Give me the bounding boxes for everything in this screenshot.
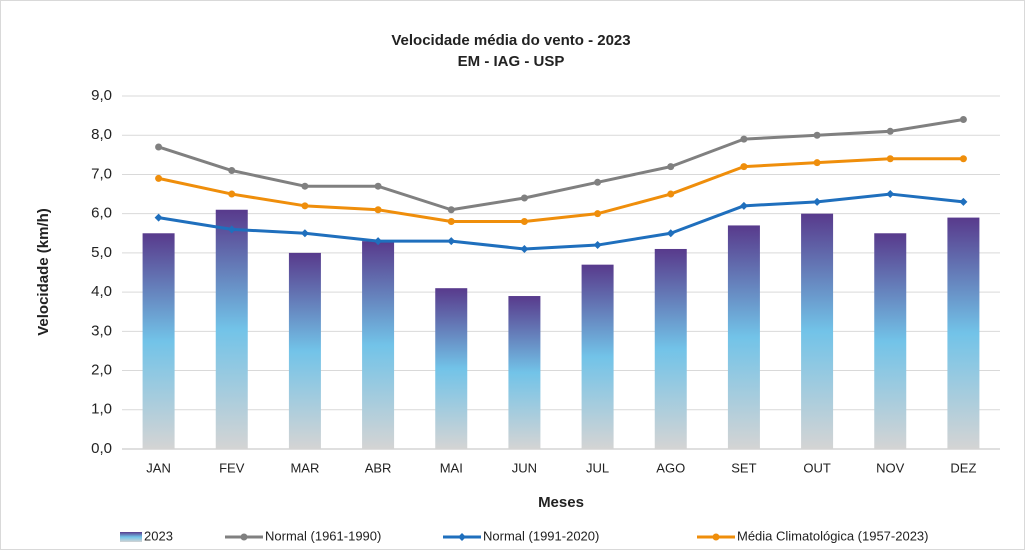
marker bbox=[155, 143, 163, 151]
x-tick-label: ABR bbox=[365, 460, 392, 475]
marker bbox=[228, 190, 236, 198]
marker bbox=[886, 127, 894, 135]
x-tick-label: MAR bbox=[290, 460, 319, 475]
marker bbox=[447, 206, 455, 214]
x-tick-label: AGO bbox=[656, 460, 685, 475]
marker bbox=[154, 213, 163, 222]
legend-label: Normal (1991-2020) bbox=[483, 528, 599, 543]
marker bbox=[520, 194, 528, 202]
y-tick-label: 9,0 bbox=[91, 87, 112, 104]
bar bbox=[801, 213, 834, 449]
y-axis-title: Velocidade (km/h) bbox=[35, 208, 52, 336]
y-tick-label: 6,0 bbox=[91, 205, 112, 222]
x-tick-label: DEZ bbox=[950, 460, 976, 475]
x-tick-label: JUL bbox=[586, 460, 609, 475]
marker bbox=[959, 116, 967, 124]
legend-swatch bbox=[120, 532, 142, 542]
marker bbox=[813, 131, 821, 139]
x-tick-label: JUN bbox=[512, 460, 537, 475]
y-tick-label: 0,0 bbox=[91, 440, 112, 457]
legend-marker bbox=[240, 533, 248, 541]
legend-label: Normal (1961-1990) bbox=[265, 528, 381, 543]
legend-label: Média Climatológica (1957-2023) bbox=[737, 528, 929, 543]
marker bbox=[666, 229, 675, 238]
y-tick-label: 2,0 bbox=[91, 362, 112, 379]
marker bbox=[667, 190, 675, 198]
marker bbox=[594, 178, 602, 186]
bar bbox=[142, 233, 175, 449]
marker bbox=[374, 237, 383, 246]
bar bbox=[727, 225, 760, 449]
marker bbox=[228, 167, 236, 175]
y-tick-label: 7,0 bbox=[91, 165, 112, 182]
bar bbox=[435, 288, 468, 449]
bar bbox=[654, 248, 687, 449]
line bbox=[158, 118, 964, 212]
marker bbox=[813, 159, 821, 167]
bar bbox=[362, 241, 395, 449]
marker bbox=[959, 155, 967, 163]
x-tick-label: MAI bbox=[440, 460, 463, 475]
marker bbox=[300, 229, 309, 238]
marker bbox=[886, 155, 894, 163]
x-axis-title: Meses bbox=[538, 494, 584, 511]
marker bbox=[813, 197, 822, 206]
y-tick-label: 3,0 bbox=[91, 322, 112, 339]
marker bbox=[959, 197, 968, 206]
chart-title: Velocidade média do vento - 2023 bbox=[391, 32, 630, 49]
marker bbox=[301, 182, 309, 190]
marker bbox=[447, 237, 456, 246]
y-tick-label: 1,0 bbox=[91, 401, 112, 418]
x-tick-label: FEV bbox=[219, 460, 245, 475]
chart-subtitle: EM - IAG - USP bbox=[458, 53, 565, 70]
y-tick-label: 4,0 bbox=[91, 283, 112, 300]
marker bbox=[520, 244, 529, 253]
x-tick-label: SET bbox=[731, 460, 756, 475]
marker bbox=[374, 182, 382, 190]
marker bbox=[886, 190, 895, 199]
x-tick-label: OUT bbox=[803, 460, 831, 475]
y-tick-label: 5,0 bbox=[91, 244, 112, 261]
legend-marker bbox=[458, 533, 466, 541]
marker bbox=[594, 210, 602, 218]
marker bbox=[667, 163, 675, 171]
line bbox=[158, 157, 964, 224]
bar bbox=[215, 209, 248, 449]
line bbox=[158, 192, 964, 251]
marker bbox=[520, 218, 528, 226]
x-tick-label: NOV bbox=[876, 460, 905, 475]
marker bbox=[593, 241, 602, 250]
y-tick-label: 8,0 bbox=[91, 126, 112, 143]
marker bbox=[740, 135, 748, 143]
marker bbox=[155, 174, 163, 182]
marker bbox=[374, 206, 382, 214]
bar bbox=[874, 233, 907, 449]
marker bbox=[227, 225, 236, 234]
bar bbox=[947, 217, 980, 449]
bar bbox=[508, 296, 541, 449]
marker bbox=[739, 201, 748, 210]
legend-marker bbox=[712, 533, 720, 541]
legend-label: 2023 bbox=[144, 528, 173, 543]
bar bbox=[581, 264, 614, 449]
bar bbox=[288, 252, 321, 449]
marker bbox=[740, 163, 748, 171]
x-tick-label: JAN bbox=[146, 460, 171, 475]
marker bbox=[301, 202, 309, 210]
marker bbox=[447, 218, 455, 226]
